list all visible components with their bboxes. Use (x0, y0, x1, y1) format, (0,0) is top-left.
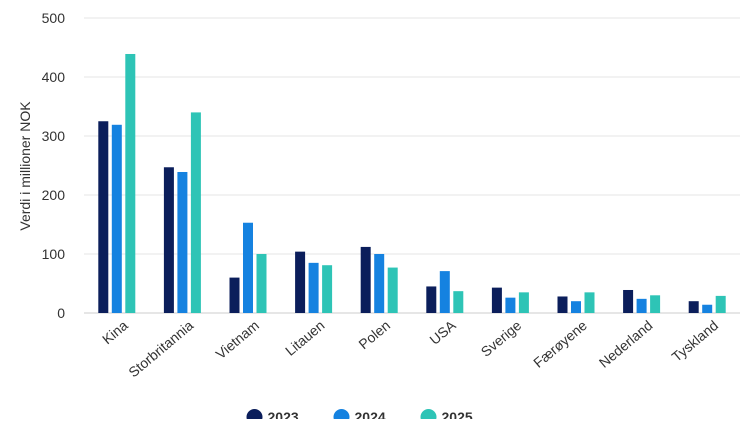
y-tick-label: 0 (57, 305, 65, 321)
bar-2025-færøyene (584, 292, 595, 313)
legend-marker (420, 409, 437, 424)
bar-2025-vietnam (256, 254, 267, 313)
y-tick-label: 200 (42, 187, 66, 203)
legend-item-2025[interactable]: 2025 (420, 409, 473, 424)
bar-2025-kina (125, 53, 136, 314)
bar-2025-tyskland (715, 295, 726, 313)
legend-marker (246, 409, 263, 424)
bar-2024-polen (374, 254, 385, 313)
y-axis: 0 100 200 300 400 500 (42, 10, 66, 321)
bar-2024-tyskland (702, 304, 713, 313)
x-tick-label: Litauen (282, 317, 327, 359)
legend-marker (333, 409, 350, 424)
bar-2023-storbritannia (163, 167, 174, 313)
bar-2024-litauen (308, 262, 319, 313)
x-tick-label: Færøyene (530, 317, 590, 371)
legend-item-2024[interactable]: 2024 (333, 409, 386, 424)
legend-item-2023[interactable]: 2023 (246, 409, 299, 424)
bar-2025-storbritannia (190, 112, 201, 314)
bar-2025-polen (387, 267, 398, 313)
legend-label: 2024 (355, 409, 386, 419)
x-tick-label: Sverige (478, 317, 525, 360)
x-tick-label: Tyskland (669, 317, 722, 365)
bar-2024-usa (439, 271, 450, 313)
x-tick-label: Vietnam (212, 317, 261, 362)
bar-2023-usa (426, 286, 437, 313)
bar-2024-kina (111, 124, 122, 313)
bars (98, 53, 726, 314)
bar-2024-storbritannia (177, 171, 188, 313)
bar-2024-sverige (505, 297, 516, 313)
bar-2024-færøyene (571, 301, 581, 313)
bar-2025-usa (453, 291, 464, 313)
x-tick-label: Polen (355, 317, 393, 352)
bar-2023-færøyene (557, 296, 568, 313)
bar-2025-litauen (322, 265, 333, 313)
legend-label: 2025 (442, 409, 473, 419)
y-tick-label: 300 (42, 128, 66, 144)
legend-label: 2023 (268, 409, 299, 419)
bar-2023-vietnam (229, 277, 240, 313)
x-tick-label: Storbritannia (125, 317, 196, 380)
y-axis-label: Verdi i millioner NOK (17, 101, 33, 231)
bar-2025-sverige (518, 292, 529, 313)
legend[interactable]: 2023 2024 2025 (246, 409, 473, 424)
bar-2024-nederland (636, 298, 647, 313)
bar-2023-sverige (491, 287, 502, 313)
bar-2023-nederland (623, 289, 634, 313)
y-tick-label: 400 (42, 69, 66, 85)
bar-2023-litauen (295, 251, 306, 313)
bar-2023-kina (98, 121, 109, 313)
bar-2023-tyskland (688, 301, 699, 313)
x-tick-label: Kina (99, 317, 131, 347)
bar-2025-nederland (650, 295, 661, 313)
y-tick-label: 100 (42, 246, 66, 262)
x-tick-label: USA (426, 317, 459, 348)
y-tick-label: 500 (42, 10, 66, 26)
bar-2024-vietnam (243, 222, 253, 313)
bar-2023-polen (360, 246, 371, 313)
x-tick-label: Nederland (596, 317, 656, 371)
